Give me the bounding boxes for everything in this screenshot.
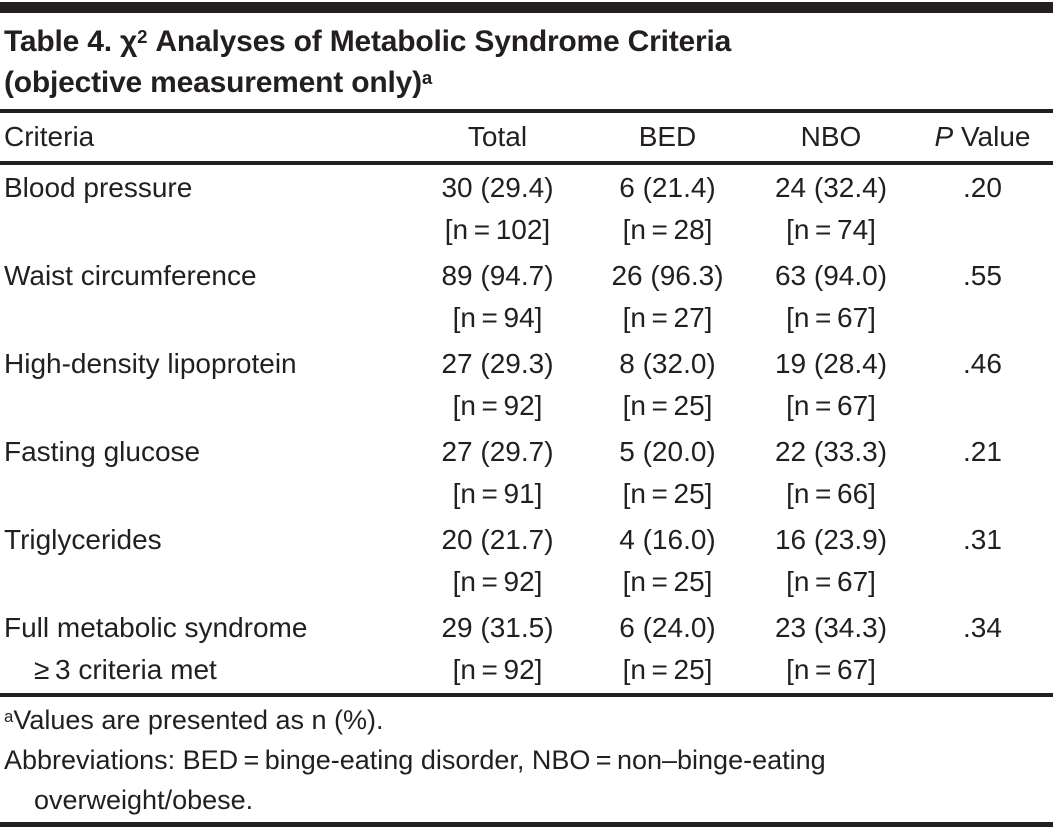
nbo-value: 16 (23.9) bbox=[774, 524, 888, 555]
bed-n: [n = 25] bbox=[622, 390, 713, 421]
rule-below-title bbox=[0, 109, 1053, 113]
table-row-hdl: High-density lipoprotein 27 (29.3) [n = 9… bbox=[0, 341, 1053, 429]
column-header-criteria: Criteria bbox=[4, 121, 95, 152]
total-n: [n = 91] bbox=[452, 478, 543, 509]
criteria-label: Waist circumference bbox=[4, 260, 257, 291]
bottom-rule-bar bbox=[0, 822, 1053, 827]
table-row-full-metabolic-syndrome: Full metabolic syndrome ≥ 3 criteria met … bbox=[0, 605, 1053, 693]
total-n: [n = 102] bbox=[444, 214, 551, 245]
nbo-value: 23 (34.3) bbox=[774, 612, 888, 643]
total-value: 20 (21.7) bbox=[441, 524, 554, 555]
bed-value: 26 (96.3) bbox=[611, 260, 724, 291]
p-value: .34 bbox=[963, 612, 1002, 643]
table-title-line2: (objective measurement only)a bbox=[4, 66, 432, 99]
table-row-blood-pressure: Blood pressure 30 (29.4) [n = 102] 6 (21.… bbox=[0, 165, 1053, 253]
nbo-n: [n = 67] bbox=[786, 654, 876, 685]
criteria-label-line2: ≥ 3 criteria met bbox=[34, 654, 217, 685]
nbo-value: 22 (33.3) bbox=[774, 436, 888, 467]
p-value: .46 bbox=[963, 348, 1002, 379]
metabolic-syndrome-table: Criteria Total BED NBO P Value bbox=[0, 113, 1053, 161]
bed-n: [n = 25] bbox=[622, 566, 713, 597]
total-n: [n = 92] bbox=[452, 390, 543, 421]
bed-n: [n = 28] bbox=[622, 214, 713, 245]
table-title-rest: Analyses of Metabolic Syndrome Criteria bbox=[147, 25, 732, 58]
total-n: [n = 92] bbox=[452, 654, 543, 685]
table-title-prefix: Table 4. χ bbox=[4, 25, 138, 58]
total-value: 29 (31.5) bbox=[441, 612, 554, 643]
table-title-footnote-marker: a bbox=[421, 67, 433, 89]
total-value: 30 (29.4) bbox=[441, 172, 554, 203]
p-value: .20 bbox=[963, 172, 1002, 203]
total-n: [n = 94] bbox=[452, 302, 543, 333]
bed-value: 6 (24.0) bbox=[619, 612, 716, 643]
total-n: [n = 92] bbox=[452, 566, 543, 597]
nbo-value: 63 (94.0) bbox=[774, 260, 888, 291]
column-header-nbo: NBO bbox=[800, 121, 862, 152]
nbo-n: [n = 67] bbox=[786, 302, 876, 333]
footnote-values-text: Values are presented as n (%). bbox=[13, 705, 384, 735]
rule-below-header bbox=[0, 161, 1053, 165]
table-row-waist-circumference: Waist circumference 89 (94.7) [n = 94] 26… bbox=[0, 253, 1053, 341]
p-value: .55 bbox=[963, 260, 1002, 291]
total-value: 89 (94.7) bbox=[441, 260, 554, 291]
total-value: 27 (29.3) bbox=[441, 348, 554, 379]
bed-n: [n = 27] bbox=[622, 302, 713, 333]
total-value: 27 (29.7) bbox=[441, 436, 554, 467]
nbo-n: [n = 67] bbox=[786, 390, 876, 421]
p-value-word: Value bbox=[953, 121, 1031, 152]
top-rule-bar bbox=[0, 2, 1053, 13]
footnote-marker-a: a bbox=[4, 706, 14, 726]
footnote-values: aValues are presented as n (%). bbox=[4, 700, 1047, 740]
criteria-label: Fasting glucose bbox=[4, 436, 201, 467]
table-subtitle: (objective measurement only) bbox=[4, 66, 422, 99]
p-value: .31 bbox=[963, 524, 1002, 555]
p-value: .21 bbox=[963, 436, 1002, 467]
chi-squared-exponent: 2 bbox=[137, 26, 148, 48]
table-row-triglycerides: Triglycerides 20 (21.7) [n = 92] 4 (16.0)… bbox=[0, 517, 1053, 605]
column-header-p-value: P Value bbox=[912, 113, 1053, 161]
footnote-abbreviations-line2: overweight/obese. bbox=[34, 785, 254, 815]
nbo-n: [n = 66] bbox=[786, 478, 876, 509]
column-header-bed: BED bbox=[638, 121, 697, 152]
table-header-row: Criteria Total BED NBO P Value bbox=[0, 113, 1053, 161]
bed-value: 4 (16.0) bbox=[619, 524, 716, 555]
column-header-total: Total bbox=[467, 121, 528, 152]
criteria-label: Full metabolic syndrome bbox=[4, 612, 308, 643]
criteria-label: High-density lipoprotein bbox=[4, 348, 297, 379]
rule-below-table-body bbox=[0, 693, 1053, 697]
p-symbol: P bbox=[934, 121, 954, 152]
bed-n: [n = 25] bbox=[622, 654, 713, 685]
nbo-n: [n = 67] bbox=[786, 566, 876, 597]
criteria-label: Triglycerides bbox=[4, 524, 162, 555]
nbo-value: 24 (32.4) bbox=[774, 172, 888, 203]
table-title: Table 4. χ2 Analyses of Metabolic Syndro… bbox=[0, 13, 1053, 109]
table-footnotes: aValues are presented as n (%). Abbrevia… bbox=[0, 697, 1053, 822]
bed-value: 8 (32.0) bbox=[619, 348, 716, 379]
criteria-label: Blood pressure bbox=[4, 172, 193, 203]
table-title-line1: Table 4. χ2 Analyses of Metabolic Syndro… bbox=[4, 25, 731, 58]
nbo-value: 19 (28.4) bbox=[774, 348, 888, 379]
nbo-n: [n = 74] bbox=[786, 214, 876, 245]
bed-value: 6 (21.4) bbox=[619, 172, 716, 203]
bed-n: [n = 25] bbox=[622, 478, 713, 509]
bed-value: 5 (20.0) bbox=[619, 436, 716, 467]
metabolic-syndrome-table-body: Blood pressure 30 (29.4) [n = 102] 6 (21.… bbox=[0, 165, 1053, 693]
footnote-abbreviations-line1: Abbreviations: BED = binge-eating disord… bbox=[4, 745, 826, 775]
table-row-fasting-glucose: Fasting glucose 27 (29.7) [n = 91] 5 (20.… bbox=[0, 429, 1053, 517]
